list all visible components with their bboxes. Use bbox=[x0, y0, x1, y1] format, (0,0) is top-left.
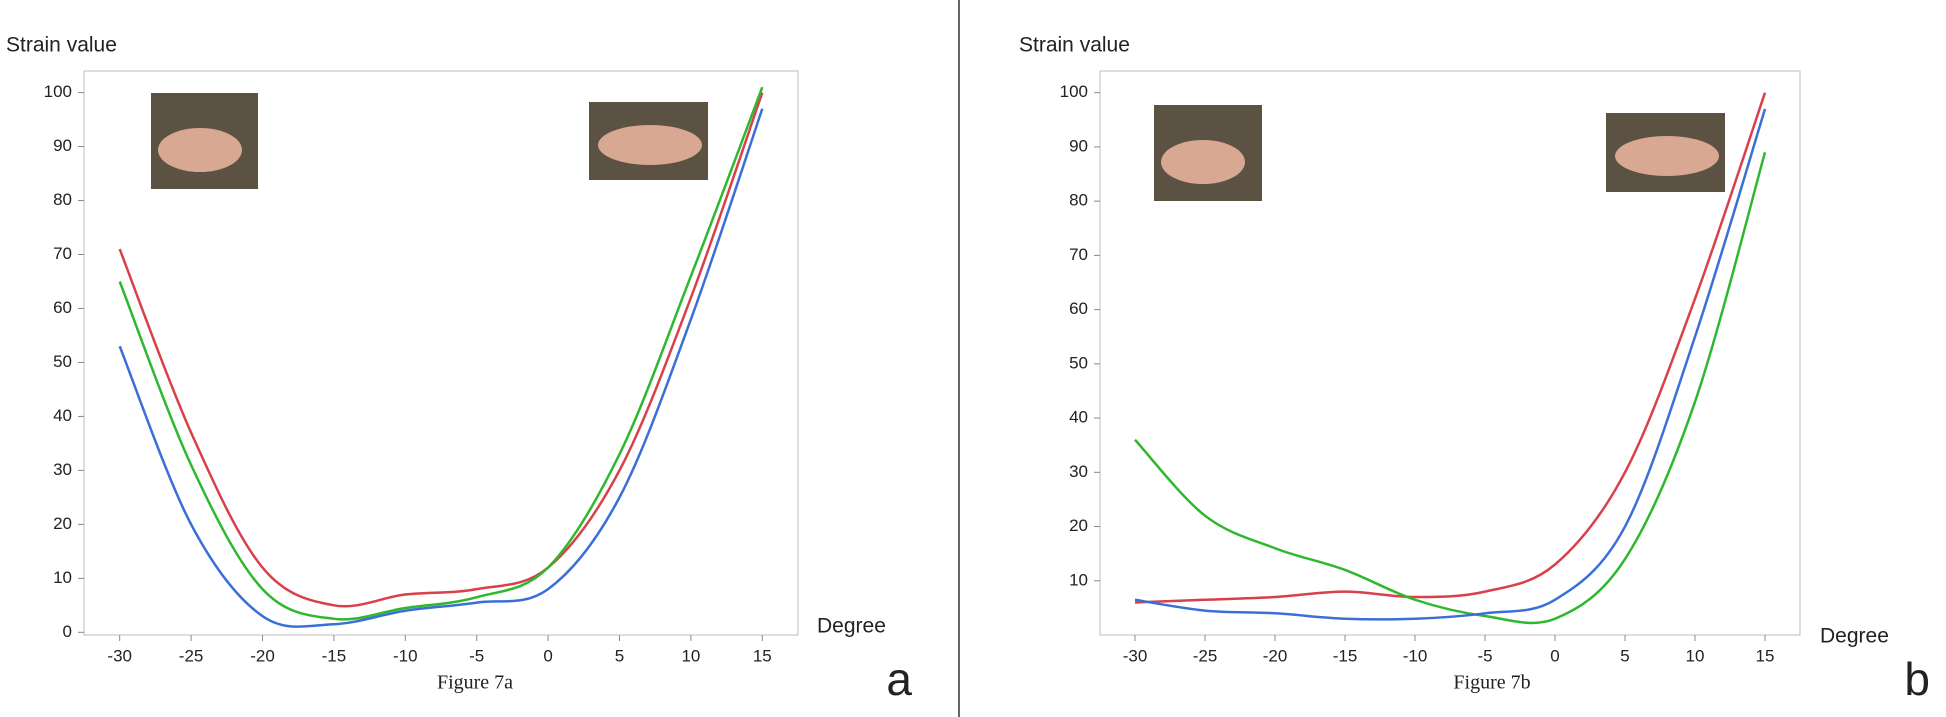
x-tick-label: -30 bbox=[107, 646, 132, 665]
x-tick-label: -10 bbox=[1403, 646, 1428, 665]
line-series bbox=[1134, 92, 1767, 604]
photo bbox=[151, 93, 1725, 201]
caption: Figure 7b bbox=[1453, 672, 1530, 694]
x-tick-label: -15 bbox=[322, 646, 347, 665]
y-tick-label: 20 bbox=[1069, 516, 1088, 535]
line-series bbox=[1134, 152, 1767, 625]
x-tick-label: -20 bbox=[250, 646, 275, 665]
x-tick-label: 15 bbox=[753, 646, 772, 665]
x-tick-label: 5 bbox=[1620, 646, 1629, 665]
plot-frame bbox=[83, 70, 799, 636]
panel-label: a bbox=[886, 653, 912, 705]
x-tick-label: -5 bbox=[1477, 646, 1492, 665]
line-series bbox=[118, 92, 764, 608]
x-tick-label: -25 bbox=[179, 646, 204, 665]
line-series bbox=[1134, 108, 1767, 621]
y-tick-label: 70 bbox=[53, 244, 72, 263]
y-tick-label: 90 bbox=[1069, 136, 1088, 155]
x-tick-label: -20 bbox=[1263, 646, 1288, 665]
y-tick-label: 60 bbox=[53, 298, 72, 317]
line-series bbox=[118, 108, 764, 628]
line-series bbox=[118, 86, 764, 621]
x-tick-label: 5 bbox=[615, 646, 624, 665]
x-tick-label: -25 bbox=[1193, 646, 1218, 665]
y-tick-label: 50 bbox=[1069, 353, 1088, 372]
x-tick-label: 0 bbox=[1550, 646, 1559, 665]
y-tick-label: 100 bbox=[44, 82, 72, 101]
y-tick-label: 0 bbox=[63, 622, 72, 641]
x-axis-label: Degree bbox=[817, 615, 886, 638]
y-tick-label: 10 bbox=[53, 568, 72, 587]
x-tick-label: -5 bbox=[469, 646, 484, 665]
y-axis-label: Strain value bbox=[6, 34, 117, 57]
x-tick-label: -10 bbox=[393, 646, 418, 665]
x-tick-label: -30 bbox=[1123, 646, 1148, 665]
x-tick-label: -15 bbox=[1333, 646, 1358, 665]
x-tick-label: 0 bbox=[543, 646, 552, 665]
y-tick-label: 30 bbox=[53, 460, 72, 479]
x-axis-label: Degree bbox=[1820, 625, 1889, 648]
plot-frame bbox=[1099, 70, 1801, 636]
y-tick-label: 10 bbox=[1069, 570, 1088, 589]
y-tick-label: 60 bbox=[1069, 299, 1088, 318]
y-tick-label: 70 bbox=[1069, 245, 1088, 264]
y-tick-label: 30 bbox=[1069, 462, 1088, 481]
panel-label: b bbox=[1904, 653, 1930, 705]
y-tick-label: 80 bbox=[1069, 191, 1088, 210]
y-tick-label: 90 bbox=[53, 136, 72, 155]
x-tick-label: 15 bbox=[1756, 646, 1775, 665]
y-tick-label: 40 bbox=[53, 406, 72, 425]
y-tick-label: 50 bbox=[53, 352, 72, 371]
x-tick-label: 10 bbox=[681, 646, 700, 665]
y-tick-label: 80 bbox=[53, 190, 72, 209]
y-axis-label: Strain value bbox=[1019, 34, 1130, 57]
y-tick-label: 40 bbox=[1069, 408, 1088, 427]
y-tick-label: 100 bbox=[1060, 82, 1088, 101]
caption: Figure 7a bbox=[437, 672, 513, 694]
y-tick-label: 20 bbox=[53, 514, 72, 533]
x-tick-label: 10 bbox=[1686, 646, 1705, 665]
